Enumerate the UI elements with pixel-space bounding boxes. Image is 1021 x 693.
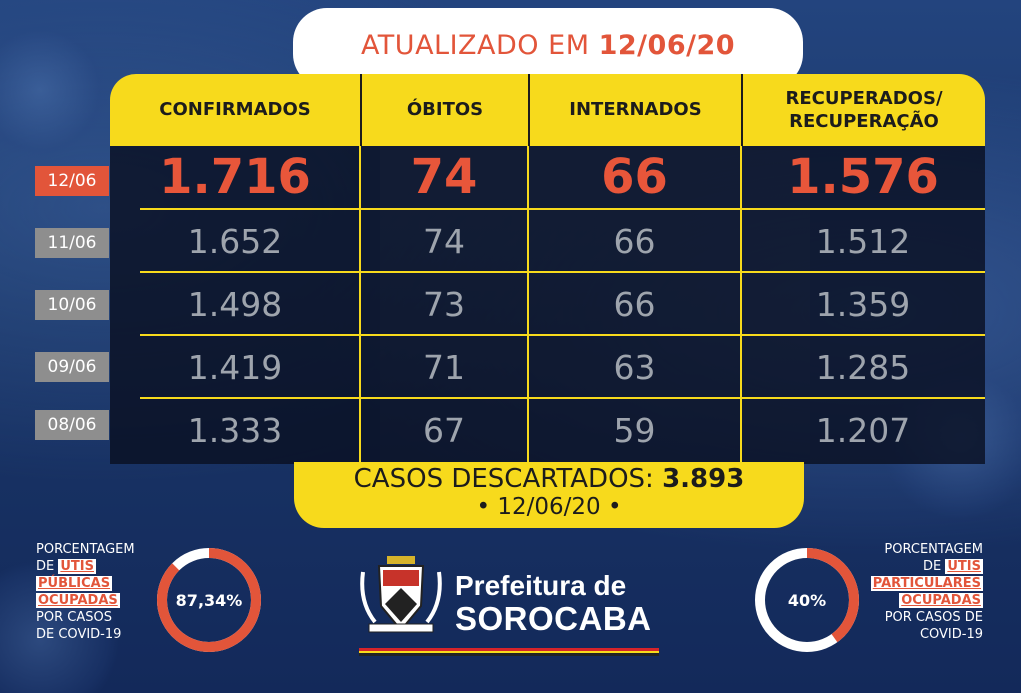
caption-line: OCUPADAS [871, 592, 983, 609]
gauge-ring [157, 548, 261, 652]
descartados-box: CASOS DESCARTADOS: 3.893 • 12/06/20 • [294, 462, 804, 528]
flag-stripes [359, 648, 659, 657]
caption-highlight: OCUPADAS [36, 593, 120, 608]
cell-confirmados: 1.716 [159, 149, 311, 205]
cell-confirmados: 1.419 [187, 347, 283, 387]
column-divider [359, 146, 361, 464]
cell-internados: 63 [613, 347, 656, 387]
column-divider [740, 146, 742, 464]
brand-line-1: Prefeitura de [455, 570, 627, 601]
cell-recuperados: 1.576 [787, 149, 939, 205]
date-badge: 09/06 [35, 352, 109, 382]
row-divider [140, 334, 985, 336]
caption-line: PÚBLICAS [36, 575, 135, 592]
table-row: 1.498 73 66 1.359 [110, 273, 985, 335]
private-icu-caption: PORCENTAGEM DE UTIS PARTICULARES OCUPADA… [870, 541, 983, 643]
descartados-label: CASOS DESCARTADOS: [353, 464, 654, 494]
caption-line: DE COVID-19 [36, 627, 122, 642]
column-divider [527, 146, 529, 464]
public-icu-gauge: 87,34% [154, 545, 264, 655]
update-header-text: ATUALIZADO EM 12/06/20 [361, 30, 735, 61]
cell-recuperados: 1.207 [815, 410, 911, 450]
gauge-percent-label: 40% [787, 590, 827, 610]
cell-obitos: 73 [423, 284, 465, 324]
date-badge: 11/06 [35, 228, 109, 258]
caption-highlight: PÚBLICAS [36, 576, 113, 591]
caption-text: DE [923, 559, 942, 574]
date-badge: 08/06 [35, 410, 109, 440]
update-date: 12/06/20 [598, 30, 736, 61]
public-icu-caption: PORCENTAGEM DE UTIS PÚBLICAS OCUPADAS PO… [36, 541, 135, 643]
row-divider [140, 271, 985, 273]
descartados-date: • 12/06/20 • [476, 494, 622, 520]
cell-recuperados: 1.359 [815, 284, 911, 324]
table-header: CONFIRMADOS ÓBITOS INTERNADOS RECUPERADO… [110, 74, 985, 146]
row-divider [140, 208, 985, 210]
caption-line: DE UTIS [871, 558, 983, 575]
caption-line: PORCENTAGEM [36, 542, 135, 557]
column-header-obitos: ÓBITOS [360, 74, 528, 146]
column-header-recuperados: RECUPERADOS/ RECUPERAÇÃO [741, 74, 985, 146]
table-row: 1.419 71 63 1.285 [110, 336, 985, 398]
caption-line: POR CASOS [36, 610, 112, 625]
caption-highlight: UTIS [58, 559, 96, 574]
brand-line-2: SOROCABA [455, 600, 652, 637]
caption-highlight: PARTICULARES [870, 576, 983, 591]
table-row: 1.333 67 59 1.207 [110, 399, 985, 461]
cell-confirmados: 1.333 [187, 410, 283, 450]
cell-internados: 59 [613, 410, 656, 450]
caption-line: PORCENTAGEM [884, 542, 983, 557]
row-divider [140, 397, 985, 399]
caption-line: PARTICULARES [870, 575, 983, 592]
update-prefix: ATUALIZADO EM [360, 30, 590, 61]
descartados-line: CASOS DESCARTADOS: 3.893 [294, 464, 804, 494]
gauge-percent-label: 87,34% [175, 590, 243, 610]
crest-icon [360, 556, 442, 633]
date-badge-current: 12/06 [35, 166, 109, 196]
date-badge: 10/06 [35, 290, 109, 320]
table-row-current: 1.716 74 66 1.576 [110, 146, 985, 208]
column-header-internados: INTERNADOS [528, 74, 741, 146]
caption-text: DE [36, 559, 55, 574]
gauge-ring [755, 548, 859, 652]
column-header-recuperados-line1: RECUPERADOS/ [785, 87, 943, 109]
cell-confirmados: 1.652 [187, 221, 283, 261]
caption-line: DE UTIS [36, 558, 135, 575]
caption-highlight: OCUPADAS [899, 593, 983, 608]
cell-internados: 66 [613, 221, 656, 261]
descartados-value: 3.893 [662, 464, 745, 494]
private-icu-gauge: 40% [752, 545, 862, 655]
table-body: 1.716 74 66 1.576 1.652 74 66 1.512 1.49… [110, 146, 985, 464]
caption-line: OCUPADAS [36, 592, 135, 609]
cell-obitos: 67 [423, 410, 465, 450]
column-header-recuperados-line2: RECUPERAÇÃO [789, 111, 939, 132]
cell-internados: 66 [613, 284, 656, 324]
cell-recuperados: 1.512 [815, 221, 911, 261]
caption-line: COVID-19 [919, 627, 983, 642]
table-row: 1.652 74 66 1.512 [110, 210, 985, 272]
cell-obitos: 74 [423, 221, 465, 261]
background-virus-icon [0, 20, 110, 160]
cell-confirmados: 1.498 [187, 284, 283, 324]
cell-recuperados: 1.285 [815, 347, 911, 387]
cell-obitos: 71 [423, 347, 465, 387]
caption-line: POR CASOS DE [884, 610, 983, 625]
cell-internados: 66 [601, 149, 668, 205]
caption-highlight: UTIS [945, 559, 983, 574]
prefeitura-logo: Prefeitura de SOROCABA [355, 552, 665, 662]
cell-obitos: 74 [410, 149, 478, 205]
column-header-confirmados: CONFIRMADOS [159, 99, 311, 121]
